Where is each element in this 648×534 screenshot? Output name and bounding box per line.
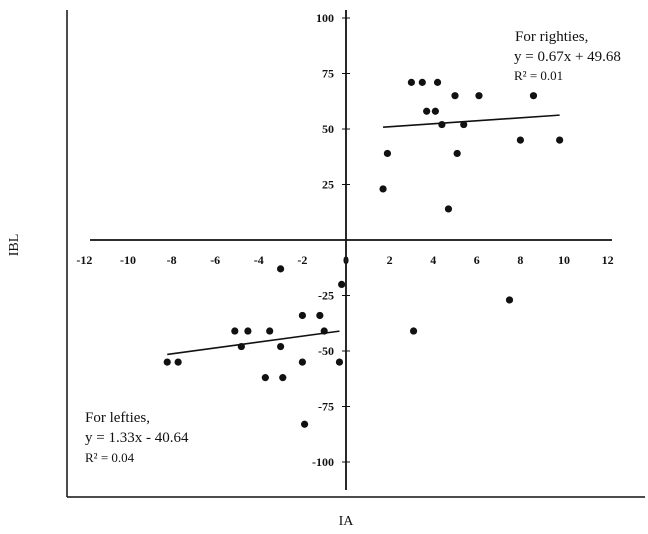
lefties-label: For lefties,: [85, 410, 150, 426]
righties-annotation: For righties, y = 0.67x + 49.68 R² = 0.0…: [514, 29, 621, 83]
data-point: [379, 185, 387, 193]
data-point: [279, 374, 287, 382]
data-point: [298, 358, 306, 366]
data-point: [460, 120, 468, 129]
data-point: [444, 205, 453, 213]
data-point: [338, 280, 346, 288]
x-tick-label: -8: [167, 253, 177, 267]
x-axis-title: IA: [339, 514, 355, 529]
x-tick-label: 12: [602, 253, 614, 267]
data-point: [266, 327, 274, 335]
data-point: [433, 78, 442, 86]
x-tick-label: -2: [297, 253, 307, 267]
lefties-annotation: For lefties, y = 1.33x - 40.64 R² = 0.04: [85, 410, 189, 465]
data-point: [300, 420, 309, 428]
data-point: [431, 107, 439, 115]
y-axis-title: IBL: [7, 234, 22, 257]
data-point: [320, 327, 328, 335]
x-axis-ticks: -12 -10 -8 -6 -4 -2 0 2 4 6 8 10 12: [76, 253, 613, 267]
x-tick-label: 0: [343, 253, 349, 267]
x-tick-label: 4: [430, 253, 436, 267]
y-tick-label: 75: [322, 67, 334, 81]
lefties-r2: R² = 0.04: [85, 450, 135, 465]
data-point: [438, 120, 446, 129]
data-point: [383, 149, 392, 158]
data-point: [475, 92, 483, 100]
data-point: [316, 311, 324, 320]
data-point: [244, 327, 252, 335]
trendline: [167, 330, 340, 356]
data-point: [453, 149, 461, 158]
data-point: [418, 78, 426, 86]
data-point: [409, 327, 418, 335]
x-tick-label: -10: [120, 253, 136, 267]
y-tick-label: -75: [318, 400, 334, 414]
righties-label: For righties,: [515, 29, 588, 45]
y-tick-label: 50: [322, 122, 334, 136]
data-point: [423, 107, 431, 115]
x-tick-label: -12: [76, 253, 92, 267]
y-tick-label: 100: [316, 11, 334, 25]
data-point: [174, 358, 182, 366]
y-axis-ticks: 100 75 50 25 -25 -50 -75 -100: [312, 11, 350, 469]
y-tick-label: -50: [318, 344, 334, 358]
data-point: [298, 311, 306, 320]
data-point: [277, 265, 285, 273]
x-tick-label: -6: [210, 253, 220, 267]
data-point: [237, 342, 245, 351]
y-tick-label: -25: [318, 289, 334, 303]
data-point: [451, 92, 459, 100]
y-tick-label: 25: [322, 178, 334, 192]
data-point: [163, 358, 171, 366]
x-tick-label: -4: [254, 253, 264, 267]
x-tick-label: 10: [558, 253, 570, 267]
lefties-equation: y = 1.33x - 40.64: [85, 430, 189, 446]
data-point: [529, 92, 538, 100]
y-tick-label: -100: [312, 455, 334, 469]
data-point: [231, 327, 239, 335]
trendline: [383, 114, 560, 128]
righties-equation: y = 0.67x + 49.68: [514, 49, 621, 65]
trendlines: [167, 114, 560, 356]
data-point: [335, 358, 344, 366]
x-tick-label: 2: [387, 253, 393, 267]
data-point: [505, 296, 514, 304]
data-point: [407, 78, 415, 86]
data-points: [163, 78, 564, 428]
data-point: [261, 374, 269, 382]
data-point: [516, 136, 525, 144]
x-tick-label: 8: [517, 253, 523, 267]
data-point: [556, 136, 564, 144]
data-point: [277, 342, 285, 351]
righties-r2: R² = 0.01: [514, 68, 563, 83]
x-tick-label: 6: [474, 253, 480, 267]
